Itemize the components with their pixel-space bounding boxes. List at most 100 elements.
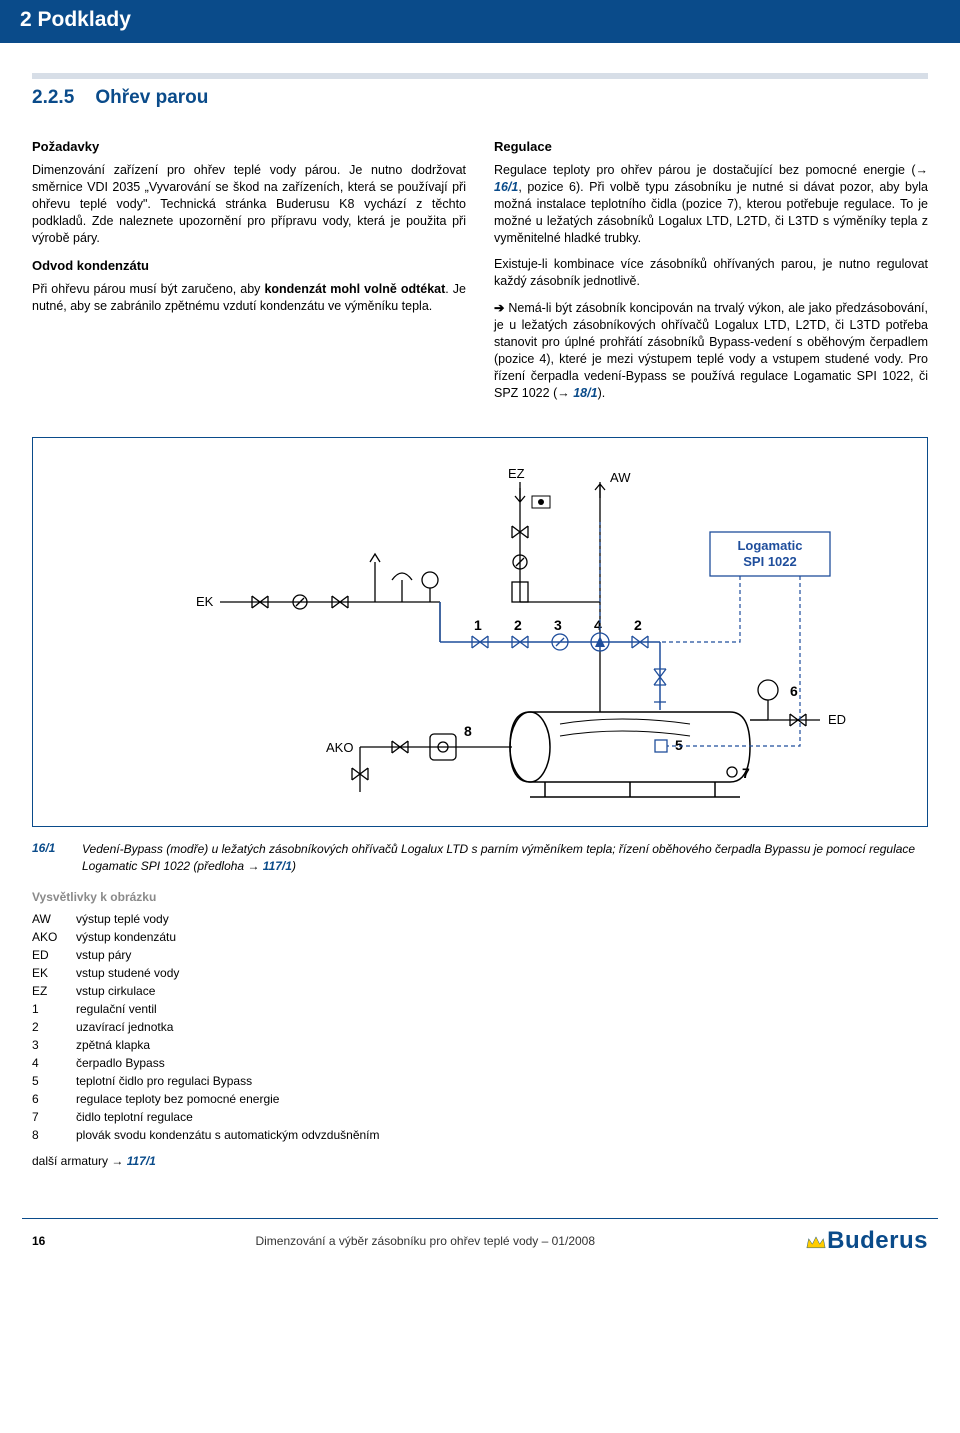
- label-ed: ED: [828, 712, 846, 727]
- legend-val: teplotní čidlo pro regulaci Bypass: [76, 1072, 252, 1090]
- legend-key: EZ: [32, 982, 76, 1000]
- arrow-icon: →: [557, 386, 573, 400]
- logamatic-line1: Logamatic: [737, 538, 802, 553]
- legend-key: 8: [32, 1126, 76, 1144]
- legend-key: AW: [32, 910, 76, 928]
- reg-p1-after: , pozice 6). Při volbě typu zásobníku je…: [494, 180, 928, 245]
- caption-before: Vedení-Bypass (modře) u ležatých zásobní…: [82, 842, 915, 872]
- regulation-heading: Regulace: [494, 139, 928, 154]
- label-ez: EZ: [508, 466, 525, 481]
- logamatic-line2: SPI 1022: [743, 554, 797, 569]
- legend-row: EZvstup cirkulace: [32, 982, 928, 1000]
- arrow-icon: ➔: [494, 301, 508, 315]
- legend-val: čerpadlo Bypass: [76, 1054, 165, 1072]
- label-7: 7: [742, 765, 750, 781]
- caption-ref: 117/1: [263, 859, 292, 873]
- label-8: 8: [464, 723, 472, 739]
- legend-row: 6regulace teploty bez pomocné energie: [32, 1090, 928, 1108]
- legend-row: 2uzavírací jednotka: [32, 1018, 928, 1036]
- sensor-7: [727, 767, 737, 777]
- legend-key: 5: [32, 1072, 76, 1090]
- legend-val: plovák svodu kondenzátu s automatickým o…: [76, 1126, 380, 1144]
- requirements-text: Dimenzování zařízení pro ohřev teplé vod…: [32, 162, 466, 246]
- tank: [510, 712, 750, 797]
- diagram-container: 5 7 6 ED AKO 8: [32, 437, 928, 827]
- arrow-icon: →: [111, 1154, 126, 1168]
- right-column: Regulace Regulace teploty pro ohřev páro…: [494, 127, 928, 411]
- regulation-p3: ➔ Nemá-li být zásobník koncipován na trv…: [494, 300, 928, 401]
- page-header-title: 2 Podklady: [20, 8, 131, 31]
- condensate-bold: kondenzát mohl volně odtékat: [264, 282, 445, 296]
- legend-row: EDvstup páry: [32, 946, 928, 964]
- legend-val: čidlo teplotní regulace: [76, 1108, 193, 1126]
- label-ako: AKO: [326, 740, 353, 755]
- arrow-icon: →: [916, 163, 929, 177]
- legend-more: další armatury → 117/1: [32, 1154, 928, 1168]
- legend-val: výstup teplé vody: [76, 910, 169, 928]
- label-1: 1: [474, 617, 482, 633]
- legend-val: regulace teploty bez pomocné energie: [76, 1090, 279, 1108]
- caption-text: Vedení-Bypass (modře) u ležatých zásobní…: [82, 841, 928, 873]
- footer-center-text: Dimenzování a výběr zásobníku pro ohřev …: [45, 1234, 805, 1248]
- legend-row: 5teplotní čidlo pro regulaci Bypass: [32, 1072, 928, 1090]
- caption-after: ): [292, 859, 296, 873]
- page-header: 2 Podklady: [0, 0, 960, 43]
- reg-p1-ref: 16/1: [494, 180, 518, 194]
- diagram-svg: 5 7 6 ED AKO 8: [100, 452, 860, 812]
- legend-key: EK: [32, 964, 76, 982]
- legend-val: výstup kondenzátu: [76, 928, 176, 946]
- label-ek: EK: [196, 594, 214, 609]
- legend-key: ED: [32, 946, 76, 964]
- label-aw: AW: [610, 470, 631, 485]
- legend-more-text: další armatury: [32, 1154, 111, 1168]
- reg-p3-ref: 18/1: [573, 386, 597, 400]
- brand-text: Buderus: [827, 1227, 928, 1254]
- legend-row: AWvýstup teplé vody: [32, 910, 928, 928]
- legend-row: AKOvýstup kondenzátu: [32, 928, 928, 946]
- label-2b: 2: [634, 617, 642, 633]
- legend-list: AWvýstup teplé vody AKOvýstup kondenzátu…: [32, 910, 928, 1144]
- legend-key: 2: [32, 1018, 76, 1036]
- regulation-p2: Existuje-li kombinace více zásobníků ohř…: [494, 256, 928, 290]
- reg-p3-after: ).: [598, 386, 606, 400]
- label-2a: 2: [514, 617, 522, 633]
- legend-heading: Vysvětlivky k obrázku: [32, 890, 928, 904]
- label-4: 4: [594, 617, 602, 633]
- section-heading: 2.2.5 Ohřev parou: [32, 87, 928, 109]
- legend-key: 7: [32, 1108, 76, 1126]
- legend-val: vstup cirkulace: [76, 982, 155, 1000]
- condensate-heading: Odvod kondenzátu: [32, 258, 466, 273]
- footer-page-number: 16: [32, 1234, 45, 1248]
- legend-row: 8plovák svodu kondenzátu s automatickým …: [32, 1126, 928, 1144]
- legend-row: 7čidlo teplotní regulace: [32, 1108, 928, 1126]
- legend-key: 1: [32, 1000, 76, 1018]
- legend-row: 4čerpadlo Bypass: [32, 1054, 928, 1072]
- legend-val: regulační ventil: [76, 1000, 157, 1018]
- regulator-6: [758, 680, 778, 700]
- legend-row: 1regulační ventil: [32, 1000, 928, 1018]
- legend-row: EKvstup studené vody: [32, 964, 928, 982]
- legend-val: uzavírací jednotka: [76, 1018, 173, 1036]
- section-number: 2.2.5: [32, 87, 74, 108]
- figure-caption: 16/1 Vedení-Bypass (modře) u ležatých zá…: [32, 841, 928, 873]
- left-column: Požadavky Dimenzování zařízení pro ohřev…: [32, 127, 466, 411]
- caption-number: 16/1: [32, 841, 68, 873]
- legend-key: 3: [32, 1036, 76, 1054]
- legend-val: vstup studené vody: [76, 964, 179, 982]
- reg-p1-before: Regulace teploty pro ohřev párou je dost…: [494, 163, 916, 177]
- legend-val: zpětná klapka: [76, 1036, 150, 1054]
- text-columns: Požadavky Dimenzování zařízení pro ohřev…: [32, 127, 928, 411]
- legend-key: AKO: [32, 928, 76, 946]
- requirements-heading: Požadavky: [32, 139, 466, 154]
- crown-icon: [805, 1235, 827, 1250]
- page-footer: 16 Dimenzování a výběr zásobníku pro ohř…: [22, 1218, 938, 1269]
- legend-key: 4: [32, 1054, 76, 1072]
- arrow-icon: →: [247, 859, 262, 873]
- label-6: 6: [790, 683, 798, 699]
- content-area: 2.2.5 Ohřev parou Požadavky Dimenzování …: [0, 43, 960, 1178]
- label-3: 3: [554, 617, 562, 633]
- brand-logo: Buderus: [805, 1227, 928, 1255]
- section-bar: [32, 73, 928, 79]
- legend-val: vstup páry: [76, 946, 131, 964]
- regulation-p1: Regulace teploty pro ohřev párou je dost…: [494, 162, 928, 246]
